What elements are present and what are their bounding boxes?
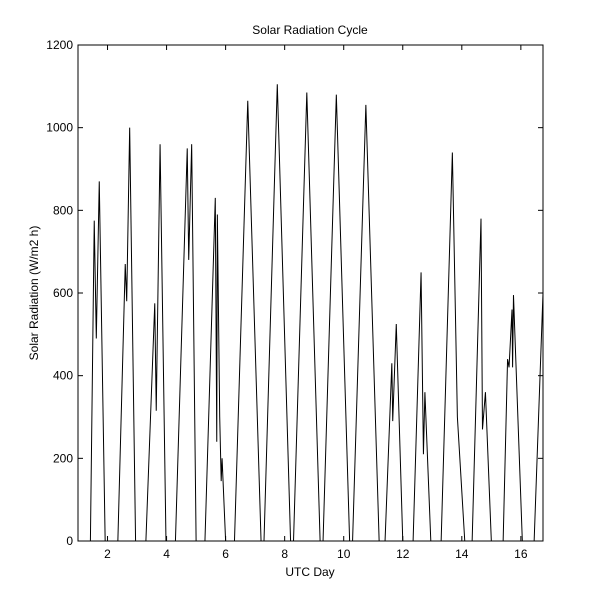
x-tick-label: 12 <box>396 547 410 561</box>
y-tick-label: 200 <box>53 451 73 465</box>
y-tick-label: 0 <box>66 534 73 548</box>
y-tick-label: 1000 <box>46 121 73 135</box>
x-tick-label: 14 <box>455 547 469 561</box>
y-axis-label: Solar Radiation (W/m2 h) <box>27 226 41 361</box>
x-axis-label: UTC Day <box>285 565 334 579</box>
x-tick-label: 6 <box>222 547 229 561</box>
x-tick-label: 8 <box>281 547 288 561</box>
y-tick-label: 1200 <box>46 38 73 52</box>
chart-title: Solar Radiation Cycle <box>252 23 368 37</box>
y-tick-label: 800 <box>53 203 73 217</box>
data-line <box>89 84 544 542</box>
y-tick-label: 400 <box>53 369 73 383</box>
x-tick-label: 4 <box>163 547 170 561</box>
x-tick-label: 2 <box>104 547 111 561</box>
x-tick-label: 16 <box>514 547 528 561</box>
x-tick-label: 10 <box>337 547 351 561</box>
y-tick-label: 600 <box>53 286 73 300</box>
